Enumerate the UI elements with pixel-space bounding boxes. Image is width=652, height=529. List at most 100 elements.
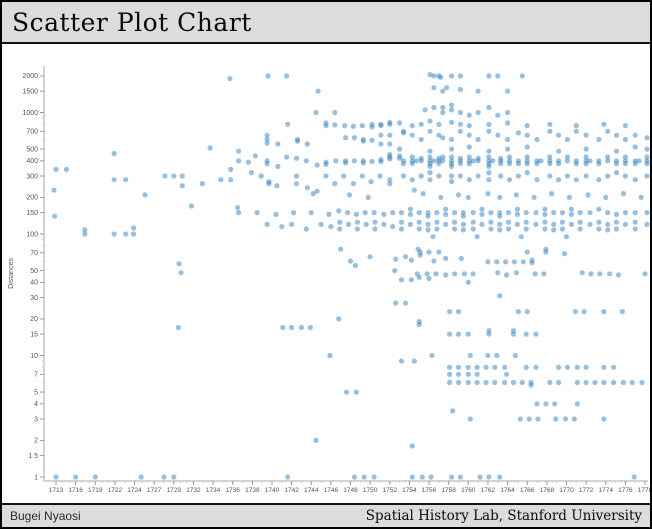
data-point[interactable] — [440, 158, 446, 164]
data-point[interactable] — [447, 379, 453, 386]
data-point[interactable] — [387, 132, 393, 138]
data-point[interactable] — [524, 154, 530, 160]
data-point[interactable] — [457, 173, 463, 179]
data-point[interactable] — [392, 268, 398, 274]
data-point[interactable] — [390, 224, 396, 230]
data-point[interactable] — [503, 259, 509, 265]
data-point[interactable] — [513, 270, 519, 276]
data-point[interactable] — [416, 274, 422, 280]
data-point[interactable] — [613, 170, 620, 176]
data-point[interactable] — [474, 364, 480, 370]
data-point[interactable] — [264, 221, 270, 227]
data-point[interactable] — [563, 234, 570, 240]
data-point[interactable] — [398, 219, 405, 225]
data-point[interactable] — [605, 173, 611, 179]
data-point[interactable] — [577, 219, 583, 225]
data-point[interactable] — [431, 158, 437, 164]
data-point[interactable] — [275, 141, 281, 147]
data-point[interactable] — [547, 379, 553, 386]
data-point[interactable] — [458, 255, 464, 261]
data-point[interactable] — [533, 364, 539, 370]
data-point[interactable] — [264, 136, 270, 143]
data-point[interactable] — [178, 270, 184, 276]
data-point[interactable] — [332, 181, 338, 187]
data-point[interactable] — [642, 271, 648, 277]
data-point[interactable] — [360, 138, 366, 144]
data-point[interactable] — [285, 121, 291, 127]
data-point[interactable] — [486, 163, 492, 169]
data-point[interactable] — [342, 123, 348, 129]
data-point[interactable] — [429, 352, 435, 359]
data-point[interactable] — [564, 364, 571, 370]
data-point[interactable] — [371, 474, 377, 480]
data-point[interactable] — [371, 210, 377, 216]
data-point[interactable] — [485, 191, 491, 197]
data-point[interactable] — [265, 73, 271, 79]
data-point[interactable] — [512, 352, 518, 359]
data-point[interactable] — [629, 379, 635, 386]
data-point[interactable] — [486, 154, 492, 160]
data-point[interactable] — [332, 109, 338, 116]
data-point[interactable] — [573, 177, 579, 183]
data-point[interactable] — [426, 275, 432, 282]
data-point[interactable] — [497, 227, 503, 233]
data-point[interactable] — [304, 141, 310, 147]
data-point[interactable] — [254, 210, 260, 216]
data-point[interactable] — [596, 226, 602, 232]
data-point[interactable] — [82, 231, 88, 237]
data-point[interactable] — [552, 401, 558, 407]
data-point[interactable] — [323, 173, 329, 179]
data-point[interactable] — [280, 324, 286, 331]
data-point[interactable] — [486, 331, 492, 337]
data-point[interactable] — [398, 358, 405, 364]
data-point[interactable] — [52, 213, 58, 219]
data-point[interactable] — [398, 210, 405, 216]
data-point[interactable] — [455, 309, 462, 315]
data-point[interactable] — [632, 226, 638, 232]
data-point[interactable] — [470, 219, 476, 225]
data-point[interactable] — [289, 324, 295, 331]
data-point[interactable] — [505, 120, 511, 126]
data-point[interactable] — [534, 177, 540, 183]
data-point[interactable] — [523, 210, 529, 216]
data-point[interactable] — [308, 210, 314, 216]
data-point[interactable] — [390, 210, 396, 216]
data-point[interactable] — [556, 161, 562, 167]
data-point[interactable] — [400, 173, 407, 179]
data-point[interactable] — [506, 154, 513, 160]
data-point[interactable] — [457, 161, 463, 167]
data-point[interactable] — [475, 173, 481, 179]
data-point[interactable] — [543, 401, 549, 407]
data-point[interactable] — [613, 161, 620, 167]
data-point[interactable] — [547, 173, 553, 179]
data-point[interactable] — [400, 161, 407, 167]
data-point[interactable] — [443, 221, 449, 227]
data-point[interactable] — [488, 226, 494, 232]
data-point[interactable] — [483, 364, 489, 370]
data-point[interactable] — [568, 211, 575, 217]
data-point[interactable] — [82, 227, 88, 233]
data-point[interactable] — [644, 161, 650, 167]
data-point[interactable] — [596, 136, 602, 143]
data-point[interactable] — [359, 173, 365, 179]
data-point[interactable] — [513, 192, 519, 198]
data-point[interactable] — [486, 128, 492, 134]
data-point[interactable] — [638, 194, 644, 200]
data-point[interactable] — [326, 211, 332, 217]
data-point[interactable] — [510, 379, 517, 386]
data-point[interactable] — [514, 206, 521, 212]
data-point[interactable] — [523, 226, 529, 232]
data-point[interactable] — [644, 210, 650, 216]
data-point[interactable] — [470, 271, 476, 277]
data-point[interactable] — [236, 158, 242, 164]
data-point[interactable] — [644, 173, 650, 179]
data-point[interactable] — [344, 389, 350, 395]
data-point[interactable] — [556, 132, 562, 138]
data-point[interactable] — [378, 123, 384, 129]
data-point[interactable] — [313, 109, 319, 116]
data-point[interactable] — [523, 331, 529, 337]
data-point[interactable] — [449, 179, 455, 185]
data-point[interactable] — [228, 166, 234, 172]
data-point[interactable] — [333, 158, 339, 164]
data-point[interactable] — [497, 221, 503, 227]
